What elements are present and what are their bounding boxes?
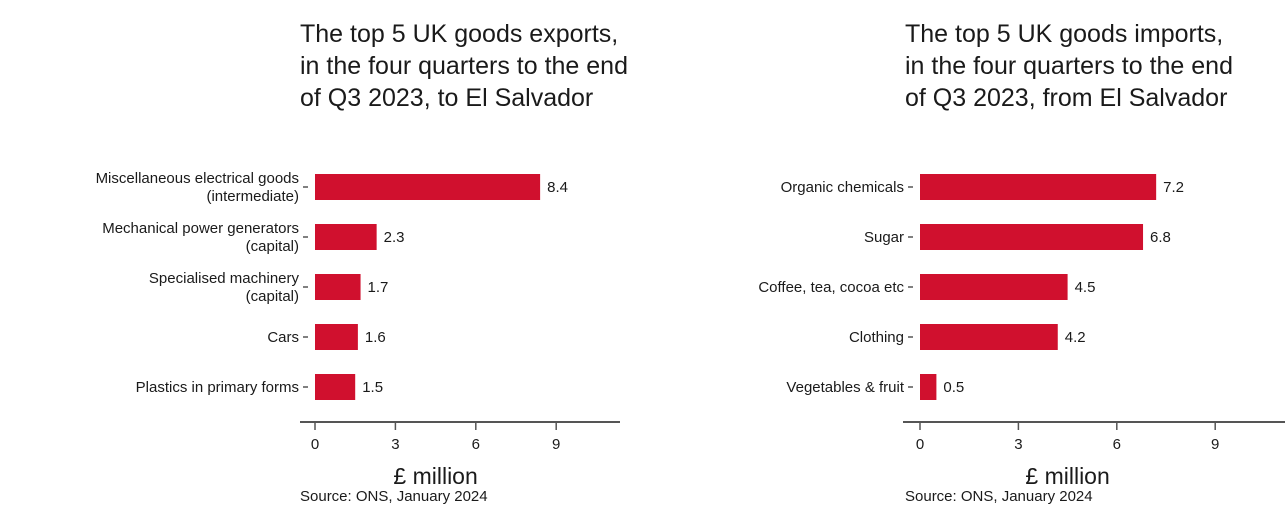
category-label: Vegetables & fruit [786, 379, 904, 396]
chart-title: The top 5 UK goods exports, in the four … [300, 20, 628, 112]
bar [315, 224, 377, 250]
category-label: Mechanical power generators [102, 220, 299, 237]
bar [920, 374, 937, 400]
category-label: (capital) [246, 238, 299, 255]
category-label: (capital) [246, 288, 299, 305]
x-tick-label: 0 [916, 436, 924, 453]
bar [920, 324, 1058, 350]
x-tick-label: 9 [552, 436, 560, 453]
source-note: Source: ONS, January 2024 [905, 488, 1093, 505]
chart-title: The top 5 UK goods imports, in the four … [905, 20, 1233, 112]
value-label: 6.8 [1150, 229, 1171, 246]
value-label: 4.2 [1065, 329, 1086, 346]
bar [920, 174, 1157, 200]
value-label: 4.5 [1075, 279, 1096, 296]
category-label: Coffee, tea, cocoa etc [758, 279, 904, 296]
category-label: Miscellaneous electrical goods [96, 170, 299, 187]
source-note: Source: ONS, January 2024 [300, 488, 488, 505]
value-label: 1.7 [368, 279, 389, 296]
x-tick-label: 0 [311, 436, 319, 453]
bar [315, 374, 356, 400]
category-label: Cars [267, 329, 299, 346]
value-label: 7.2 [1163, 179, 1184, 196]
x-tick-label: 3 [1014, 436, 1022, 453]
x-tick-label: 6 [472, 436, 480, 453]
x-axis-title: £ million [1025, 463, 1109, 489]
category-label: Plastics in primary forms [136, 379, 299, 396]
imports-bar-chart: 7.2 Organic chemicals 6.8 Sugar 4.5 Coffee, t… [758, 174, 1285, 489]
imports-chart-panel: The top 5 UK goods imports, in the four … [640, 0, 1285, 512]
x-tick-label: 3 [391, 436, 399, 453]
exports-chart-panel: The top 5 UK goods exports, in the four … [0, 0, 640, 512]
category-label: Sugar [864, 229, 904, 246]
category-label: Organic chemicals [781, 179, 904, 196]
bar [315, 174, 541, 200]
category-label: Specialised machinery [149, 270, 300, 287]
x-tick-label: 9 [1211, 436, 1219, 453]
exports-bar-chart: 8.4 Miscellaneous electrical goods(interm… [96, 170, 620, 489]
x-tick-label: 6 [1113, 436, 1121, 453]
value-label: 1.6 [365, 329, 386, 346]
value-label: 0.5 [943, 379, 964, 396]
value-label: 2.3 [384, 229, 405, 246]
bar [315, 274, 361, 300]
bar [315, 324, 358, 350]
bar [920, 274, 1068, 300]
category-label: Clothing [849, 329, 904, 346]
value-label: 1.5 [362, 379, 383, 396]
x-axis-title: £ million [393, 463, 477, 489]
value-label: 8.4 [547, 179, 568, 196]
category-label: (intermediate) [206, 188, 299, 205]
bar [920, 224, 1144, 250]
